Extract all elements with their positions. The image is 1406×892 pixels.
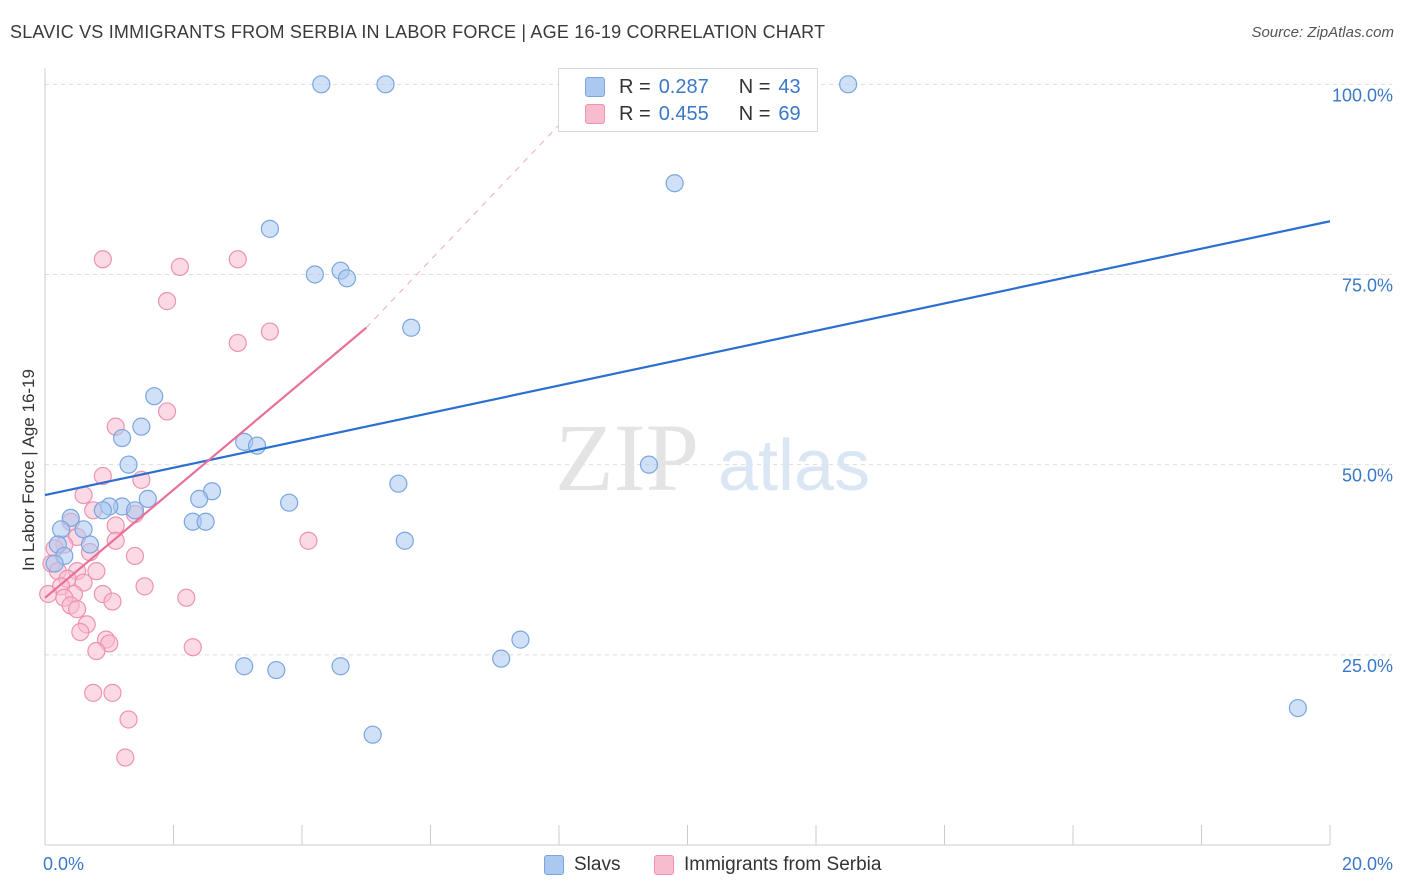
point-serbia <box>157 402 177 421</box>
point-serbia <box>177 588 196 607</box>
point-slavs <box>312 75 331 94</box>
stats-legend: R = 0.287 N = 43 R = 0.455 N = 69 <box>558 68 818 132</box>
point-slavs <box>376 75 395 94</box>
point-slavs <box>639 455 659 474</box>
point-serbia <box>93 250 112 269</box>
y-tick-label: 25.0% <box>1342 656 1393 676</box>
watermark: ZIP atlas <box>555 404 870 511</box>
bottom-legend-swatch-serbia <box>654 855 674 875</box>
bottom-legend-label-slavs: Slavs <box>574 854 621 875</box>
trend-line-serbia <box>44 326 367 599</box>
point-slavs <box>190 489 209 508</box>
y-tick-label: 100.0% <box>1332 85 1393 105</box>
point-serbia <box>106 531 125 550</box>
point-slavs <box>389 474 408 493</box>
axes <box>44 68 1331 846</box>
y-tick-label: 75.0% <box>1342 275 1393 295</box>
x-tick-label: 20.0% <box>1342 854 1393 874</box>
point-serbia <box>103 683 122 702</box>
legend-n-value: 69 <box>778 102 801 125</box>
point-slavs <box>280 493 299 512</box>
point-slavs <box>119 455 138 474</box>
point-slavs <box>51 520 71 539</box>
point-slavs <box>337 269 357 288</box>
point-serbia <box>157 292 177 311</box>
point-slavs <box>402 318 421 337</box>
x-tick-labels: 0.0% 20.0% <box>43 854 1393 874</box>
point-slavs <box>511 630 530 649</box>
point-slavs <box>138 489 157 508</box>
point-serbia <box>183 638 202 657</box>
point-serbia <box>228 333 247 353</box>
point-slavs <box>839 75 858 94</box>
series-serbia <box>39 250 318 767</box>
point-serbia <box>260 322 279 341</box>
legend-n-label: N = <box>738 102 771 125</box>
bottom-legend-swatch-slavs <box>544 855 564 875</box>
x-tick-label: 0.0% <box>43 854 84 874</box>
point-slavs <box>132 417 151 436</box>
bottom-legend-label-serbia: Immigrants from Serbia <box>684 854 882 875</box>
point-slavs <box>395 531 414 550</box>
point-slavs <box>492 649 511 668</box>
y-axis-label: In Labor Force | Age 16-19 <box>19 369 38 571</box>
bottom-legend-serbia: Immigrants from Serbia <box>654 852 881 878</box>
point-slavs <box>93 501 112 520</box>
point-slavs <box>74 520 93 539</box>
point-slavs <box>145 387 164 406</box>
point-slavs <box>80 535 100 554</box>
point-serbia <box>68 600 87 619</box>
watermark-atlas: atlas <box>718 426 870 506</box>
legend-r-label: R = <box>619 75 651 98</box>
point-serbia <box>84 683 103 702</box>
point-slavs <box>196 512 215 531</box>
chart-title: SLAVIC VS IMMIGRANTS FROM SERBIA IN LABO… <box>10 22 826 42</box>
point-serbia <box>103 592 122 611</box>
trend-line-slavs <box>44 220 1331 497</box>
legend-r-value: 0.287 <box>658 75 709 98</box>
legend-swatch-slavs <box>585 77 605 97</box>
point-slavs <box>125 501 145 520</box>
point-serbia <box>87 562 106 581</box>
point-slavs <box>331 657 350 676</box>
point-slavs <box>235 657 254 676</box>
legend-swatch-serbia <box>585 104 605 124</box>
point-serbia <box>93 466 112 486</box>
point-serbia <box>228 250 247 269</box>
point-slavs <box>112 428 132 448</box>
legend-n-value: 43 <box>778 75 801 98</box>
point-serbia <box>106 516 125 535</box>
legend-r-value: 0.455 <box>658 102 709 125</box>
point-slavs <box>665 174 684 193</box>
point-serbia <box>87 641 106 661</box>
source-label: Source: ZipAtlas.com <box>1251 24 1394 41</box>
watermark-zip: ZIP <box>555 404 699 511</box>
legend-row-serbia: R = 0.455 N = 69 <box>585 101 801 127</box>
series-slavs <box>45 75 1307 744</box>
point-slavs <box>260 219 279 238</box>
legend-n-label: N = <box>738 75 771 98</box>
y-tick-label: 50.0% <box>1342 466 1393 486</box>
point-serbia <box>170 257 190 276</box>
legend-row-slavs: R = 0.287 N = 43 <box>585 74 801 100</box>
point-slavs <box>363 725 382 744</box>
y-tick-labels: 25.0% 50.0% 75.0% 100.0% <box>1332 85 1393 676</box>
point-slavs <box>305 265 324 284</box>
legend-r-label: R = <box>619 102 651 125</box>
point-serbia <box>299 531 318 550</box>
point-serbia <box>71 622 90 642</box>
point-slavs <box>45 554 64 573</box>
point-slavs <box>1288 698 1307 718</box>
point-serbia <box>119 710 138 729</box>
point-slavs <box>267 660 286 680</box>
bottom-legend-slavs: Slavs <box>544 852 620 878</box>
grid-lines <box>45 83 1392 656</box>
point-serbia <box>135 577 154 596</box>
point-serbia <box>125 546 145 566</box>
point-serbia <box>116 748 135 767</box>
